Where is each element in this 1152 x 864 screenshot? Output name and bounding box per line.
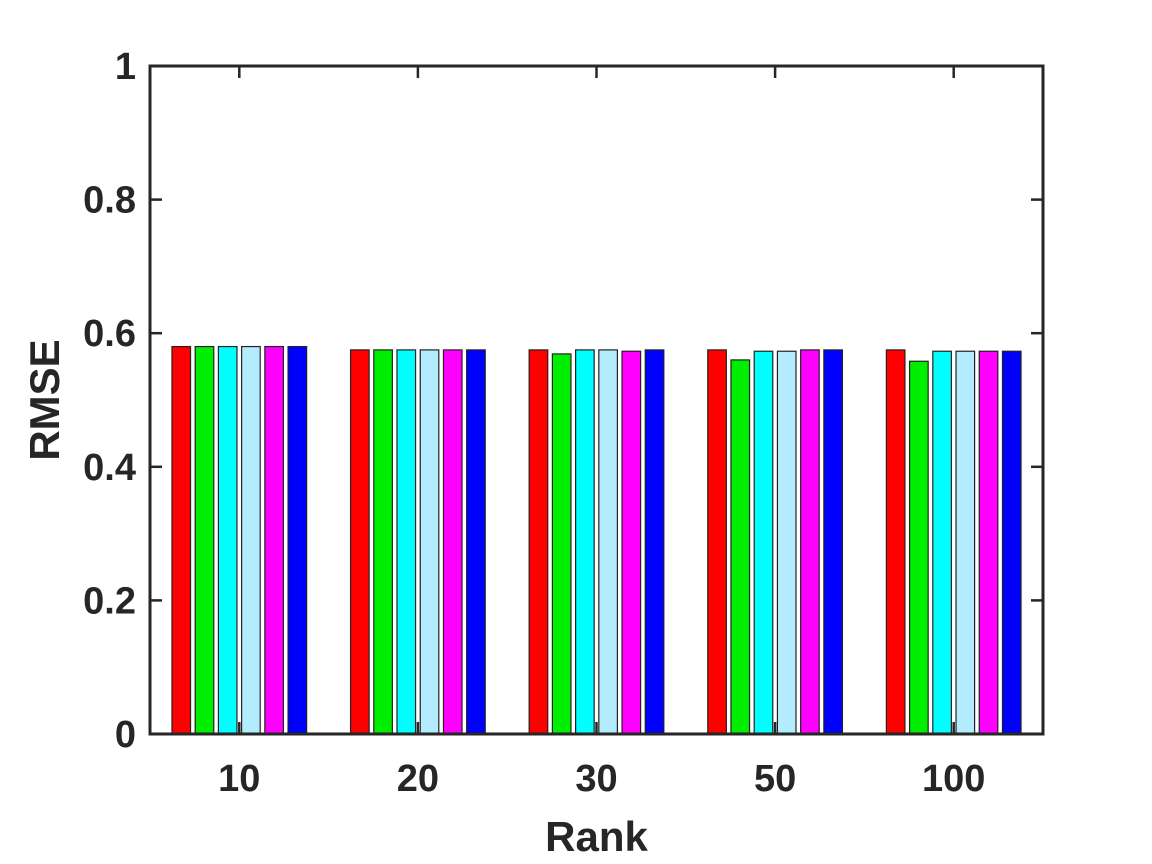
- bar-rank-30-series-5: [621, 350, 642, 735]
- bar-rank-20-series-4: [419, 349, 440, 735]
- bar-rank-100-series-1: [885, 349, 906, 735]
- x-axis-title: Rank: [545, 813, 648, 860]
- bar-rank-20-series-5: [442, 349, 463, 735]
- bar-rank-30-series-6: [644, 349, 665, 735]
- bar-rank-10-series-4: [241, 345, 261, 735]
- bar-rank-10-series-2: [194, 345, 215, 735]
- bar-rank-100-series-6: [1001, 350, 1022, 735]
- bar-rank-50-series-5: [800, 349, 820, 735]
- bar-rank-10-series-3: [217, 345, 238, 735]
- bar-rank-20-series-2: [373, 349, 393, 735]
- bar-rank-50-series-4: [776, 350, 797, 735]
- y-tick-label: 0.8: [83, 180, 136, 222]
- x-tick-label: 100: [922, 758, 985, 800]
- bar-rank-100-series-5: [978, 350, 999, 735]
- x-tick-label: 30: [575, 758, 617, 800]
- bar-rank-10-series-1: [171, 345, 192, 735]
- bar-rank-20-series-6: [466, 349, 486, 735]
- bar-rank-30-series-1: [528, 349, 549, 735]
- bar-rank-50-series-3: [753, 350, 774, 735]
- y-tick-label: 0.4: [83, 447, 136, 489]
- bar-rank-20-series-1: [349, 349, 370, 735]
- y-axis-title: RMSE: [21, 339, 68, 460]
- bar-rank-10-series-5: [264, 345, 285, 735]
- bar-rank-30-series-3: [574, 349, 595, 735]
- bar-rank-30-series-2: [551, 353, 572, 735]
- x-axis: 10 20 30 50 100: [218, 66, 985, 800]
- y-tick-label: 1: [115, 46, 136, 88]
- x-tick-label: 20: [397, 758, 439, 800]
- bar-rank-30-series-4: [598, 349, 618, 735]
- bar-rank-100-series-3: [932, 350, 952, 735]
- bar-rank-20-series-3: [396, 349, 417, 735]
- x-tick-label: 10: [218, 758, 260, 800]
- bar-rank-50-series-1: [707, 349, 727, 735]
- bars-group: [171, 345, 1022, 735]
- y-tick-label: 0.2: [83, 580, 136, 622]
- bar-rank-50-series-2: [730, 359, 751, 735]
- bar-rank-50-series-6: [823, 349, 844, 735]
- y-tick-label: 0: [115, 714, 136, 756]
- x-tick-label: 50: [754, 758, 796, 800]
- bar-rank-100-series-2: [908, 360, 929, 735]
- y-tick-label: 0.6: [83, 313, 136, 355]
- y-axis: 0 0.2 0.4 0.6 0.8 1: [83, 46, 1043, 756]
- bar-rank-100-series-4: [955, 350, 976, 735]
- bar-rank-10-series-6: [287, 345, 308, 735]
